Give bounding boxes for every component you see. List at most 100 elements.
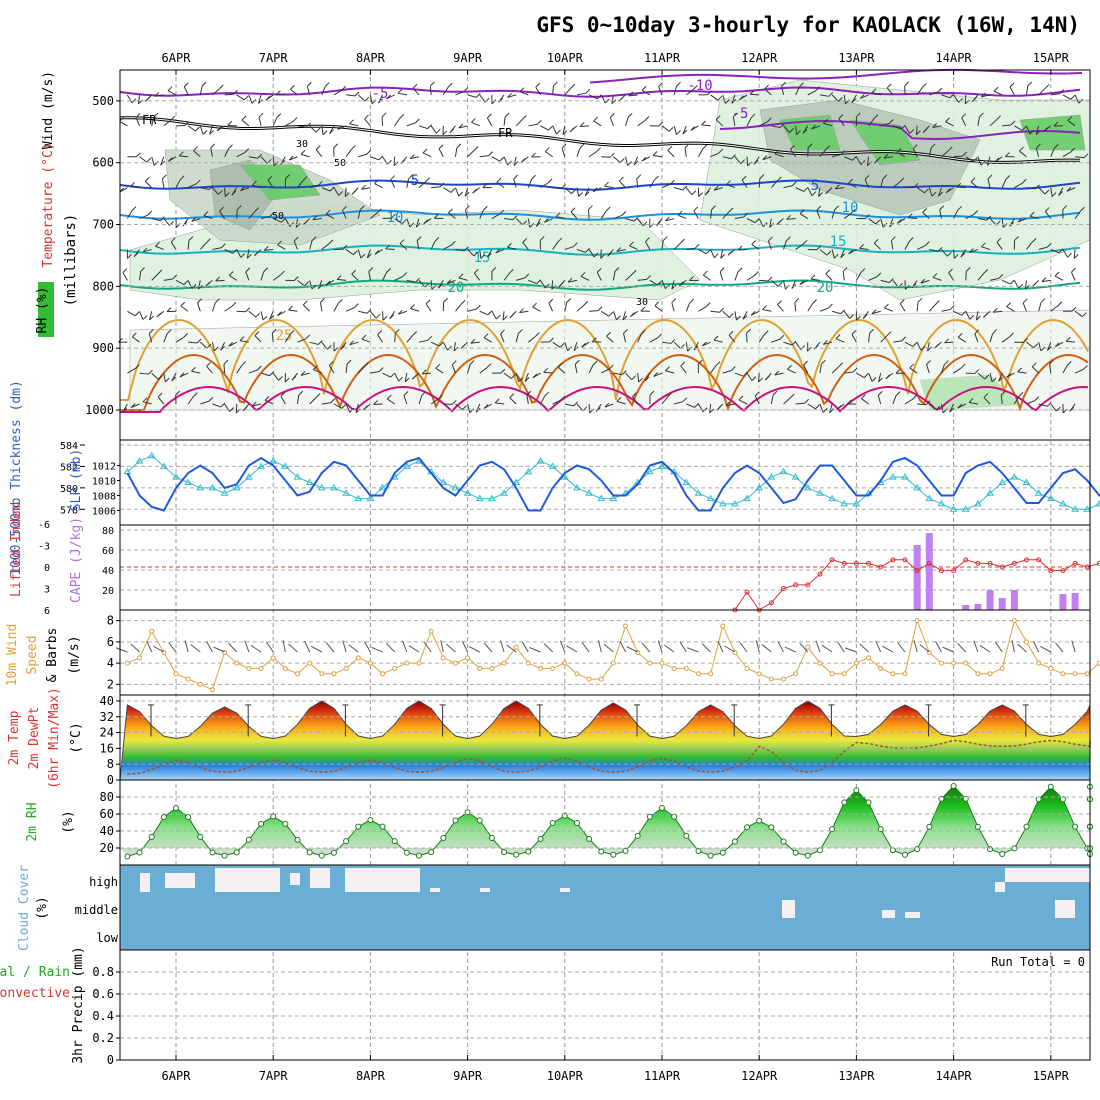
wind-barb	[333, 303, 339, 312]
wind-barb	[552, 341, 561, 348]
wind-speed-marker	[380, 671, 386, 677]
wind-barb	[260, 156, 268, 164]
wind-barb-10m	[657, 640, 663, 653]
wind-barb-flag	[1034, 396, 1040, 401]
wind-barb	[848, 182, 857, 189]
wind-barb-flag	[170, 237, 176, 243]
wind-barb-flag	[680, 361, 686, 367]
wind-speed-marker	[671, 665, 677, 671]
wind-barb-flag	[702, 270, 708, 276]
wind-barb-flag	[257, 365, 262, 371]
wind-barb-flag	[807, 346, 812, 352]
wind-barb	[754, 395, 760, 405]
wind-barb	[868, 118, 875, 127]
thickness-marker	[500, 489, 508, 496]
wind-barb-flag	[487, 113, 492, 119]
cloud-level-label: low	[96, 931, 118, 945]
wind-barb-flag	[513, 174, 519, 180]
wind-barb	[794, 302, 797, 312]
y-tick-label: 2	[107, 677, 114, 691]
wind-barb-flag	[1019, 146, 1024, 152]
rh-marker	[865, 799, 872, 806]
wind-barb	[199, 125, 204, 135]
wind-barb-flag	[544, 217, 549, 223]
wind-barb	[403, 395, 408, 405]
rh-marker	[148, 833, 155, 840]
wind-barb-flag	[574, 359, 580, 365]
wind-barb-flag	[397, 309, 403, 315]
wind-barb	[860, 94, 869, 99]
wind-barb-flag	[519, 87, 525, 93]
wind-barb	[394, 372, 400, 382]
wind-barb	[715, 119, 724, 127]
thickness-marker	[208, 483, 217, 491]
wind-barb	[248, 156, 258, 159]
wind-barb	[665, 370, 675, 374]
rh-marker	[1072, 823, 1079, 830]
thickness-marker	[1083, 505, 1092, 512]
wind-speed-marker	[1072, 671, 1078, 677]
wind-barb	[132, 336, 140, 343]
wind-barb	[810, 278, 821, 281]
wind-barb	[713, 187, 723, 191]
chart-title: GFS 0~10day 3-hourly for KAOLACK (16W, 1…	[536, 13, 1080, 37]
wind-barb	[842, 271, 845, 281]
y-tick-label: 0.6	[92, 987, 114, 1001]
wind-barb-flag	[236, 205, 242, 210]
wind-barb-flag	[878, 377, 883, 383]
wind-barb-flag	[802, 239, 808, 245]
wind-barb-flag	[899, 299, 905, 304]
wind-barb	[557, 366, 566, 374]
wind-barb-10m	[184, 640, 189, 653]
wind-barb-flag	[1082, 365, 1088, 370]
wind-barb-flag	[754, 391, 760, 397]
wind-barb	[819, 94, 829, 97]
wind-barb	[215, 279, 225, 282]
wind-barb-flag	[134, 364, 140, 369]
wind-barb-flag	[311, 284, 317, 290]
wind-barb-flag	[825, 269, 831, 275]
wind-barb-flag	[1040, 298, 1046, 303]
wind-barb-flag	[641, 85, 647, 91]
wind-barb-10m	[168, 642, 177, 653]
wind-barb-flag	[715, 115, 721, 121]
thickness-marker	[706, 494, 715, 502]
cape-tick-label: 60	[102, 546, 114, 557]
wind-barb	[127, 368, 136, 374]
li-marker	[1048, 568, 1054, 574]
wind-barb-flag	[193, 146, 198, 152]
wind-barb-flag	[458, 191, 464, 197]
rh-marker	[452, 817, 459, 824]
wind-speed-marker	[623, 623, 629, 629]
wind-barb	[843, 310, 851, 319]
wind-barb	[928, 187, 933, 197]
wind-barb-flag	[852, 155, 857, 161]
wind-barb-10m	[995, 641, 1003, 653]
cloud-gap	[345, 868, 420, 892]
wind-barb	[920, 279, 930, 284]
wind-barb	[855, 272, 862, 281]
wind-barb-10m	[115, 647, 128, 653]
wind-barb	[394, 275, 404, 281]
wind-barb	[883, 156, 893, 159]
wind-barb-flag	[658, 121, 664, 127]
wind-barb-flag	[573, 401, 578, 407]
wind-barb-flag	[532, 373, 538, 379]
wind-barb	[759, 279, 769, 282]
wind-barb-flag	[593, 116, 599, 122]
rh-marker	[318, 852, 325, 859]
wind-barb	[358, 310, 368, 314]
wind-barb	[758, 178, 761, 188]
wind-barb	[710, 209, 713, 219]
wind-barb-flag	[229, 407, 234, 412]
y-tick-label: 40	[100, 824, 114, 838]
wind-barb-10m	[603, 643, 614, 653]
wind-barb-10m	[717, 640, 724, 653]
wind-barb	[357, 366, 365, 374]
wind-barb	[795, 243, 804, 250]
wind-barb	[500, 333, 505, 343]
wind-barb	[916, 87, 923, 96]
wind-barb	[321, 125, 324, 135]
wind-barb	[1044, 211, 1052, 219]
wind-barb	[199, 242, 207, 250]
